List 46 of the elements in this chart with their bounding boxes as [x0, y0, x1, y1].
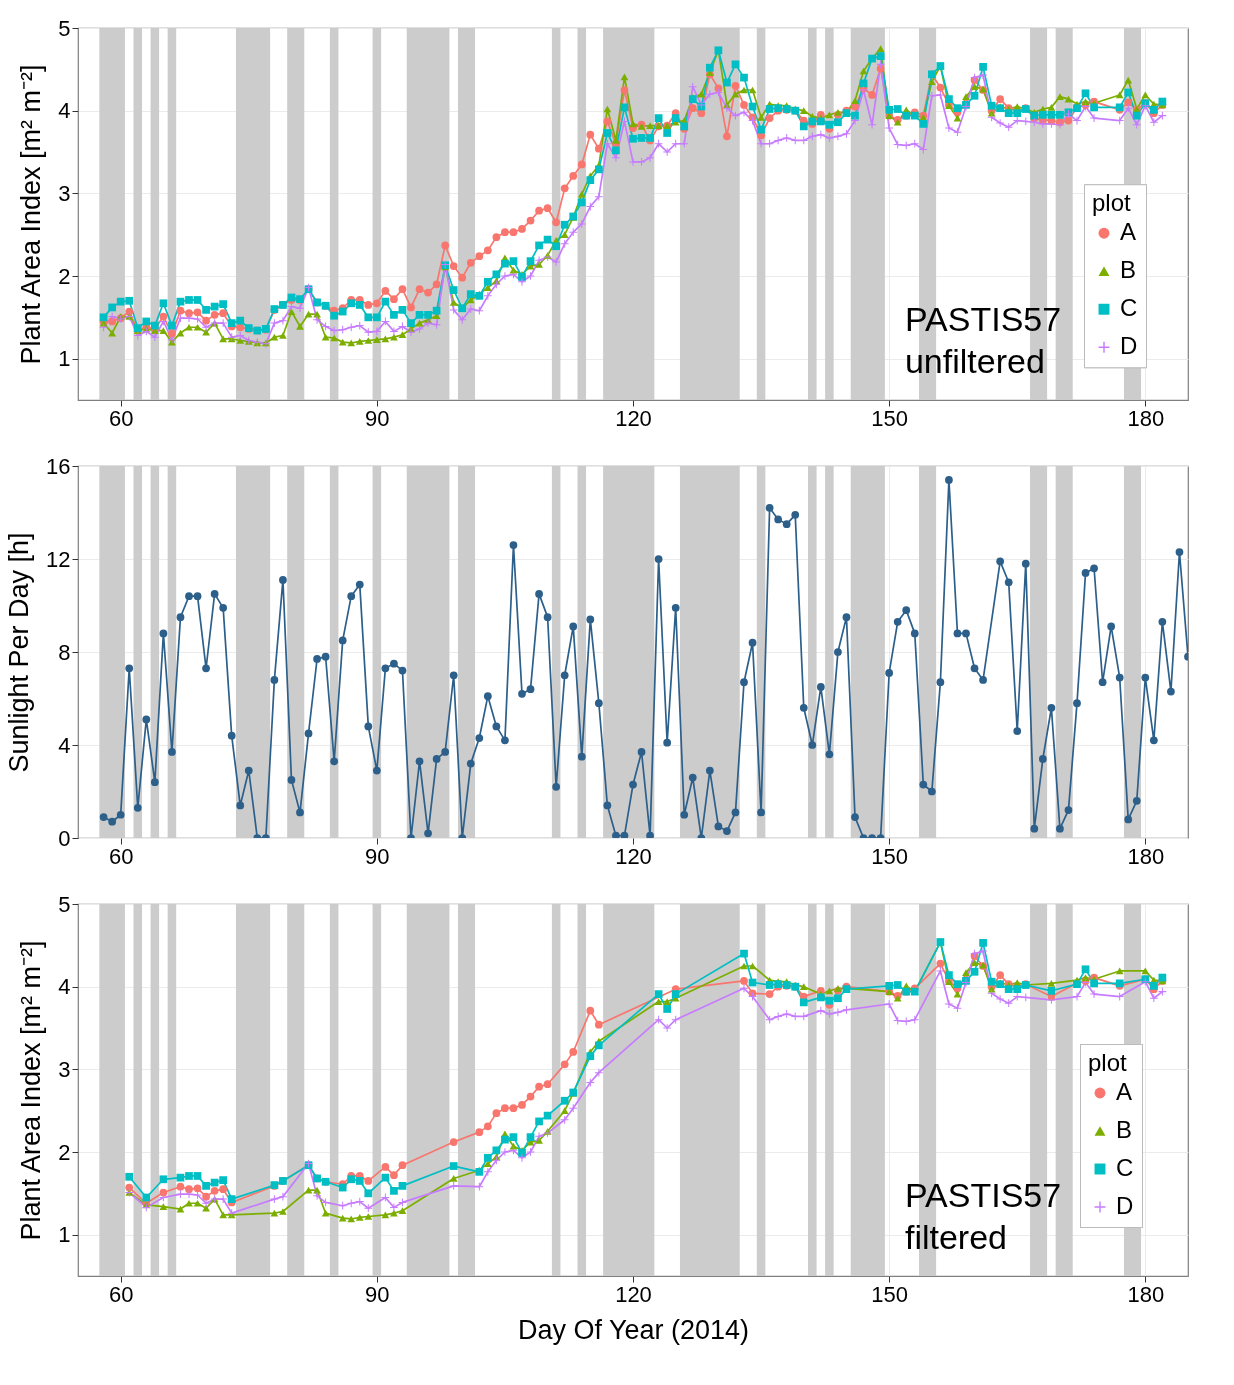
legend-label: B: [1116, 1116, 1133, 1143]
annotation: PASTIS57 filtered: [904, 1176, 1062, 1256]
x-tick-label: 120: [615, 1281, 652, 1307]
x-tick-label: 90: [365, 1281, 390, 1307]
y-tick-label: 12: [46, 546, 71, 572]
x-tick-label: 60: [108, 843, 134, 869]
legend-title: plot: [1092, 189, 1132, 217]
legend-title: plot: [1088, 1049, 1128, 1076]
y-tick-label: 5: [58, 891, 71, 917]
x-tick-label: 150: [871, 843, 909, 869]
y-tick-label: 3: [58, 1056, 71, 1082]
y-tick-label: 16: [46, 453, 71, 479]
annotation: PASTIS57 unfiltered: [904, 300, 1062, 380]
x-tick-label: 150: [871, 405, 909, 431]
x-tick-label: 180: [1127, 405, 1165, 431]
y-tick-label: 3: [58, 180, 71, 206]
x-tick-label: 60: [108, 1281, 134, 1307]
x-tick-label: 120: [615, 405, 652, 431]
y-tick-label: 4: [58, 974, 71, 1000]
x-tick-label: 90: [365, 405, 390, 431]
y-tick-label: 4: [58, 732, 71, 758]
legend-label: A: [1116, 1078, 1133, 1105]
x-tick-label: 180: [1127, 1281, 1165, 1307]
x-tick-label: 150: [871, 1281, 909, 1307]
legend-label: C: [1120, 294, 1138, 322]
y-tick-label: 0: [58, 825, 71, 851]
legend-label: B: [1120, 256, 1137, 284]
x-tick-label: 180: [1127, 843, 1165, 869]
legend-label: D: [1120, 332, 1138, 360]
y-tick-label: 1: [58, 346, 71, 372]
y-axis-title: Sunlight Per Day [h]: [4, 532, 35, 773]
legend-label: A: [1120, 218, 1137, 246]
y-tick-label: 5: [58, 15, 71, 41]
legend-label: D: [1116, 1192, 1134, 1219]
y-axis-title: Plant Area Index [m² m⁻²]: [16, 940, 47, 1241]
y-tick-label: 8: [58, 639, 71, 665]
x-tick-label: 60: [108, 405, 134, 431]
x-tick-label: 120: [615, 843, 652, 869]
x-tick-label: 90: [365, 843, 390, 869]
y-axis-title: Plant Area Index [m² m⁻²]: [16, 64, 47, 365]
legend-label: C: [1116, 1154, 1134, 1181]
y-tick-label: 2: [58, 263, 71, 289]
y-tick-label: 1: [58, 1222, 71, 1248]
y-tick-label: 4: [58, 98, 71, 124]
y-tick-label: 2: [58, 1139, 71, 1165]
x-axis-title: Day Of Year (2014): [517, 1314, 750, 1345]
